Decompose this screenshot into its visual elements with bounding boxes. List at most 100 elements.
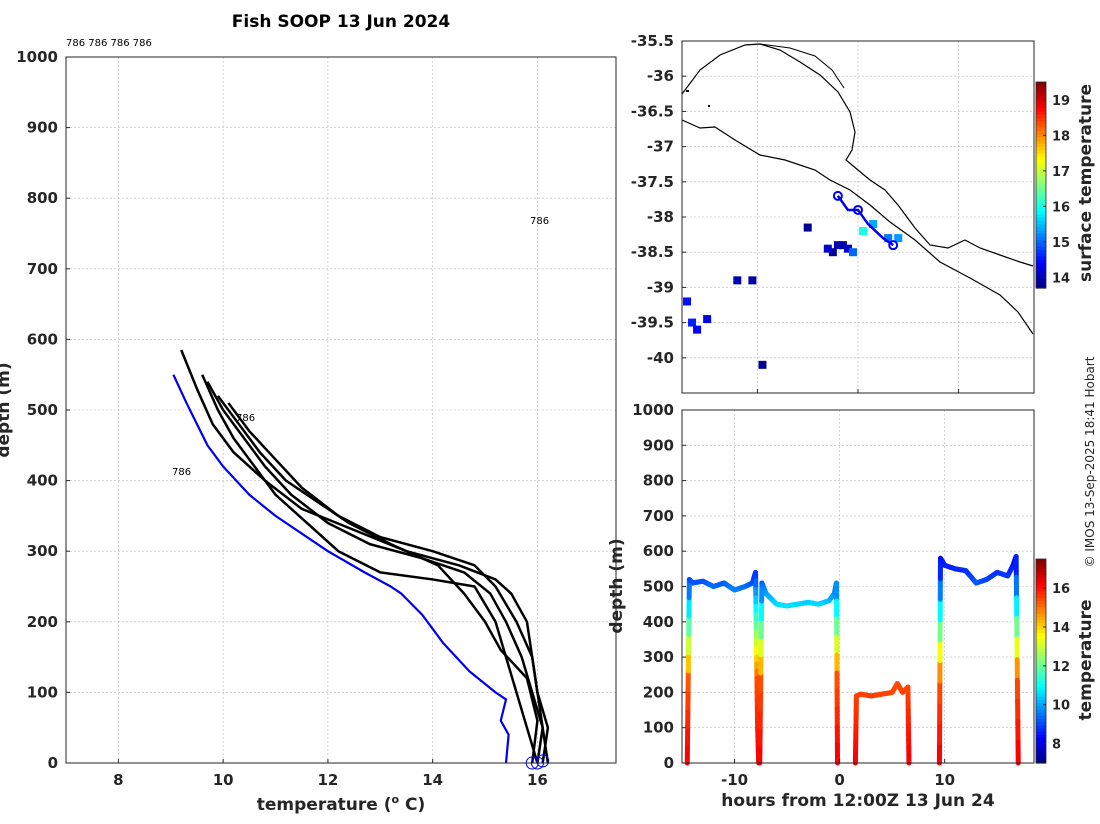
y-tick-label: 100 xyxy=(27,683,58,701)
y-tick-label: 100 xyxy=(643,719,674,737)
x-tick-label: 0 xyxy=(834,771,844,789)
colorbar-tick-label: 8 xyxy=(1052,738,1061,753)
colorbar-tick-label: 18 xyxy=(1052,129,1070,144)
section-x-axis-label: hours from 12:00Z 13 Jun 24 xyxy=(721,791,995,811)
y-tick-label: 700 xyxy=(643,507,674,525)
coastline-south xyxy=(682,44,1033,266)
colorbar-tick-label: 14 xyxy=(1052,621,1070,636)
chart-title: Fish SOOP 13 Jun 2024 xyxy=(232,12,451,32)
colorbar-tick-label: 16 xyxy=(1052,200,1070,215)
profile-series xyxy=(173,350,548,769)
temperature-cell xyxy=(758,361,766,369)
section-y-ticks: 0 100 200 300 400 500 600 700 800 900 1000 xyxy=(632,401,686,772)
y-tick-label: -36.5 xyxy=(631,102,674,120)
profile-label-2: 786 xyxy=(236,413,255,424)
copyright-text: © IMOS 13-Sep-2025 18:41 Hobart xyxy=(1083,356,1097,567)
map-coastline xyxy=(682,44,1033,334)
profile-grid xyxy=(66,57,616,763)
section-y-axis-label: depth (m) xyxy=(607,538,627,633)
x-tick-label: 8 xyxy=(113,771,123,789)
x-axis-label: temperature (o C) xyxy=(257,793,426,815)
map-grid xyxy=(682,41,1034,393)
shelf-break xyxy=(682,120,1033,334)
y-tick-label: 0 xyxy=(664,754,674,772)
colorbar-tick-label: 17 xyxy=(1052,165,1070,180)
temperature-cell xyxy=(733,276,741,284)
y-tick-label: -37.5 xyxy=(631,173,674,191)
y-tick-label: 1000 xyxy=(632,401,674,419)
x-tick-label: 12 xyxy=(317,771,338,789)
top-profile-labels: 786 786 786 786 xyxy=(66,38,152,49)
temperature-cell xyxy=(849,248,857,256)
colorbar-label-surface: surface temperature xyxy=(1076,84,1096,282)
y-tick-label: 600 xyxy=(643,542,674,560)
x-tick-label: -10 xyxy=(721,771,748,789)
y-tick-label: 400 xyxy=(643,613,674,631)
colorbar-tick-label: 14 xyxy=(1052,271,1070,286)
colorbar-label-temperature: temperature xyxy=(1076,599,1096,720)
profile-label-1: 786 xyxy=(530,216,549,227)
y-tick-label: 900 xyxy=(643,436,674,454)
y-tick-label: 1000 xyxy=(16,48,58,66)
temperature-cell xyxy=(688,319,696,327)
y-tick-label: 800 xyxy=(643,472,674,490)
y-tick-label: 600 xyxy=(27,330,58,348)
y-tick-label: 400 xyxy=(27,472,58,490)
y-tick-label: -38 xyxy=(647,208,674,226)
temperature-cell xyxy=(859,227,867,235)
temperature-cell xyxy=(824,245,832,253)
y-tick-label: 300 xyxy=(643,648,674,666)
y-tick-label: -40 xyxy=(647,349,674,367)
profile-y-ticks: 0 100 200 300 400 500 600 700 800 900 1000 xyxy=(16,48,70,772)
y-tick-label: -37 xyxy=(647,138,674,156)
temperature-cell xyxy=(748,276,756,284)
x-tick-label: 10 xyxy=(213,771,234,789)
y-tick-label: 700 xyxy=(27,260,58,278)
y-axis-label: depth (m) xyxy=(0,362,14,457)
y-tick-label: -39.5 xyxy=(631,314,674,332)
y-tick-label: 800 xyxy=(27,189,58,207)
temperature-colorbar: 16 14 12 10 8 xyxy=(1036,559,1070,764)
surface-temperature-points xyxy=(683,220,902,369)
colorbar-tick-label: 12 xyxy=(1052,660,1070,675)
section-series xyxy=(687,556,1018,763)
temperature-cell xyxy=(804,224,812,232)
coastline-inlet xyxy=(760,44,844,88)
profile-label-3: 786 xyxy=(172,467,191,478)
colorbar-tick-label: 19 xyxy=(1052,94,1070,109)
series-climatology xyxy=(173,375,508,763)
temperature-cell xyxy=(683,297,691,305)
temperature-cell xyxy=(703,315,711,323)
y-tick-label: -35.5 xyxy=(631,32,674,50)
colorbar-segment xyxy=(1036,82,1046,86)
colorbar-tick-label: 10 xyxy=(1052,699,1070,714)
colorbar-tick-label: 16 xyxy=(1052,582,1070,597)
y-tick-label: 0 xyxy=(48,754,58,772)
temperature-cell xyxy=(693,326,701,334)
map-y-ticks: -35.5 -36 -36.5 -37 -37.5 -38 -38.5 -39 -39.5 -40 xyxy=(631,32,686,367)
y-tick-label: 500 xyxy=(643,578,674,596)
map-panel: 138140142 -35.5-36-36.5-37-37.5-38-38.5-… xyxy=(631,32,1096,419)
x-axis-label-end: C) xyxy=(399,795,425,815)
x-tick-label: 14 xyxy=(422,771,443,789)
y-tick-label: -38.5 xyxy=(631,243,674,261)
y-tick-label: -36 xyxy=(647,67,674,85)
colorbar-tick-label: 15 xyxy=(1052,236,1070,251)
y-tick-label: 200 xyxy=(643,683,674,701)
x-tick-label: 10 xyxy=(934,771,955,789)
surface-temperature-colorbar: 19 18 17 16 15 14 xyxy=(1036,82,1070,289)
y-tick-label: -39 xyxy=(647,278,674,296)
island-marker xyxy=(708,105,710,107)
y-tick-label: 900 xyxy=(27,119,58,137)
island-marker xyxy=(686,90,689,92)
y-tick-label: 200 xyxy=(27,613,58,631)
x-axis-label-main: temperature ( xyxy=(257,795,392,815)
y-tick-label: 300 xyxy=(27,542,58,560)
profile-axes-frame xyxy=(66,57,616,763)
colorbar-segment xyxy=(1036,559,1046,563)
y-tick-label: 500 xyxy=(27,401,58,419)
